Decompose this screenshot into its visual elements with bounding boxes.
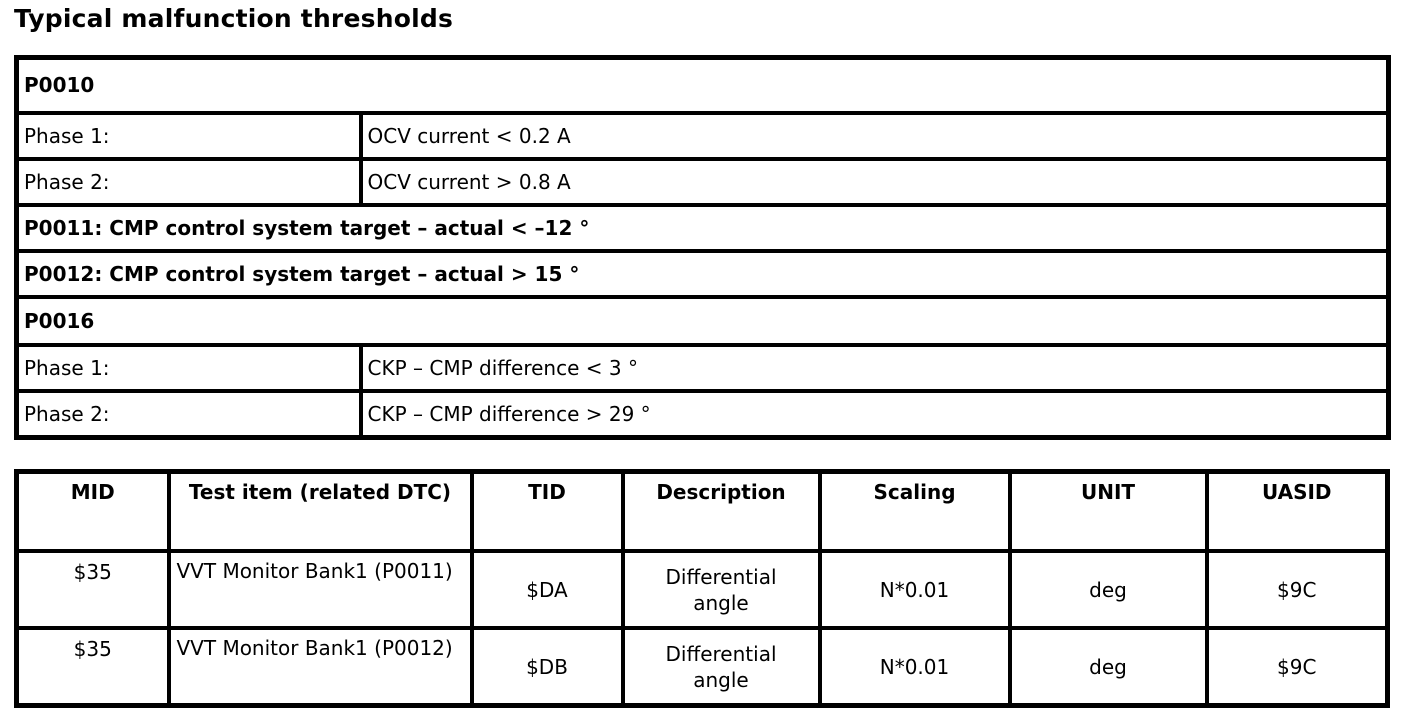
table-row-p0016: P0016: [14, 295, 1391, 347]
phase-label-cell: Phase 1:: [14, 111, 363, 161]
unit-cell: deg: [1007, 549, 1209, 630]
threshold-value-cell: OCV current < 0.2 A: [358, 111, 1391, 161]
table-row-p0011-monitor: $35 VVT Monitor Bank1 (P0011) $DA Differ…: [14, 549, 1390, 630]
phase-label-cell: Phase 1:: [14, 343, 363, 393]
threshold-value-cell: CKP – CMP difference < 3 °: [358, 343, 1391, 393]
phase-label-cell: Phase 2:: [14, 157, 363, 207]
col-header-unit: UNIT: [1007, 469, 1209, 553]
col-header-tid: TID: [469, 469, 625, 553]
scaling-cell: N*0.01: [817, 549, 1012, 630]
table-row-phase2-ocv: Phase 2: OCV current > 0.8 A: [14, 157, 1391, 207]
malfunction-thresholds-table: P0010 Phase 1: OCV current < 0.2 A Phase…: [14, 55, 1392, 440]
scaling-cell: N*0.01: [817, 626, 1012, 708]
col-header-test-item: Test item (related DTC): [166, 469, 474, 553]
threshold-value-cell: OCV current > 0.8 A: [358, 157, 1391, 207]
table-row-phase2-ckp: Phase 2: CKP – CMP difference > 29 °: [14, 389, 1391, 440]
tid-cell: $DB: [469, 626, 625, 708]
test-item-cell: VVT Monitor Bank1 (P0012): [166, 626, 474, 708]
phase-label-cell: Phase 2:: [14, 389, 363, 440]
uasid-cell: $9C: [1204, 549, 1390, 630]
description-cell: Differential angle: [620, 626, 822, 708]
test-item-cell: VVT Monitor Bank1 (P0011): [166, 549, 474, 630]
table-row-p0011: P0011: CMP control system target – actua…: [14, 203, 1391, 253]
col-header-description: Description: [620, 469, 822, 553]
mid-table-header-row: MID Test item (related DTC) TID Descript…: [14, 469, 1390, 553]
table-row-phase1-ocv: Phase 1: OCV current < 0.2 A: [14, 111, 1391, 161]
description-cell: Differential angle: [620, 549, 822, 630]
col-header-scaling: Scaling: [817, 469, 1012, 553]
col-header-uasid: UASID: [1204, 469, 1390, 553]
dtc-threshold-cell: P0012: CMP control system target – actua…: [14, 249, 1391, 299]
dtc-threshold-cell: P0011: CMP control system target – actua…: [14, 203, 1391, 253]
dtc-code-cell: P0016: [14, 295, 1391, 347]
uasid-cell: $9C: [1204, 626, 1390, 708]
unit-cell: deg: [1007, 626, 1209, 708]
dtc-code-cell: P0010: [14, 55, 1391, 115]
table-row-p0012: P0012: CMP control system target – actua…: [14, 249, 1391, 299]
table-row-phase1-ckp: Phase 1: CKP – CMP difference < 3 °: [14, 343, 1391, 393]
col-header-mid: MID: [14, 469, 171, 553]
page-title: Typical malfunction thresholds: [14, 4, 454, 33]
threshold-value-cell: CKP – CMP difference > 29 °: [358, 389, 1391, 440]
table-row-p0012-monitor: $35 VVT Monitor Bank1 (P0012) $DB Differ…: [14, 626, 1390, 708]
table-row-p0010: P0010: [14, 55, 1391, 115]
tid-cell: $DA: [469, 549, 625, 630]
mid-cell: $35: [14, 626, 171, 708]
mid-cell: $35: [14, 549, 171, 630]
mid-tid-table: MID Test item (related DTC) TID Descript…: [14, 469, 1390, 708]
